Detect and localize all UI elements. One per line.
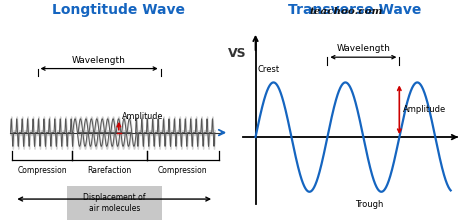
- Text: Compression: Compression: [158, 166, 208, 174]
- Title: Transverse Wave: Transverse Wave: [289, 3, 422, 17]
- Text: Wavelength: Wavelength: [72, 56, 126, 65]
- Text: Trough: Trough: [356, 200, 384, 209]
- Text: Rarefaction: Rarefaction: [87, 166, 132, 174]
- Text: Crest: Crest: [257, 65, 280, 74]
- Text: Amplitude: Amplitude: [403, 105, 447, 114]
- FancyBboxPatch shape: [67, 186, 162, 220]
- Text: Amplitude: Amplitude: [122, 112, 164, 121]
- Text: Displacement of
air molecules: Displacement of air molecules: [83, 193, 146, 213]
- Text: Compression: Compression: [18, 166, 67, 174]
- Title: Longtitude Wave: Longtitude Wave: [52, 3, 185, 17]
- Text: VS: VS: [228, 47, 246, 60]
- Text: teachoo.com: teachoo.com: [309, 7, 383, 16]
- Text: Wavelength: Wavelength: [337, 44, 390, 53]
